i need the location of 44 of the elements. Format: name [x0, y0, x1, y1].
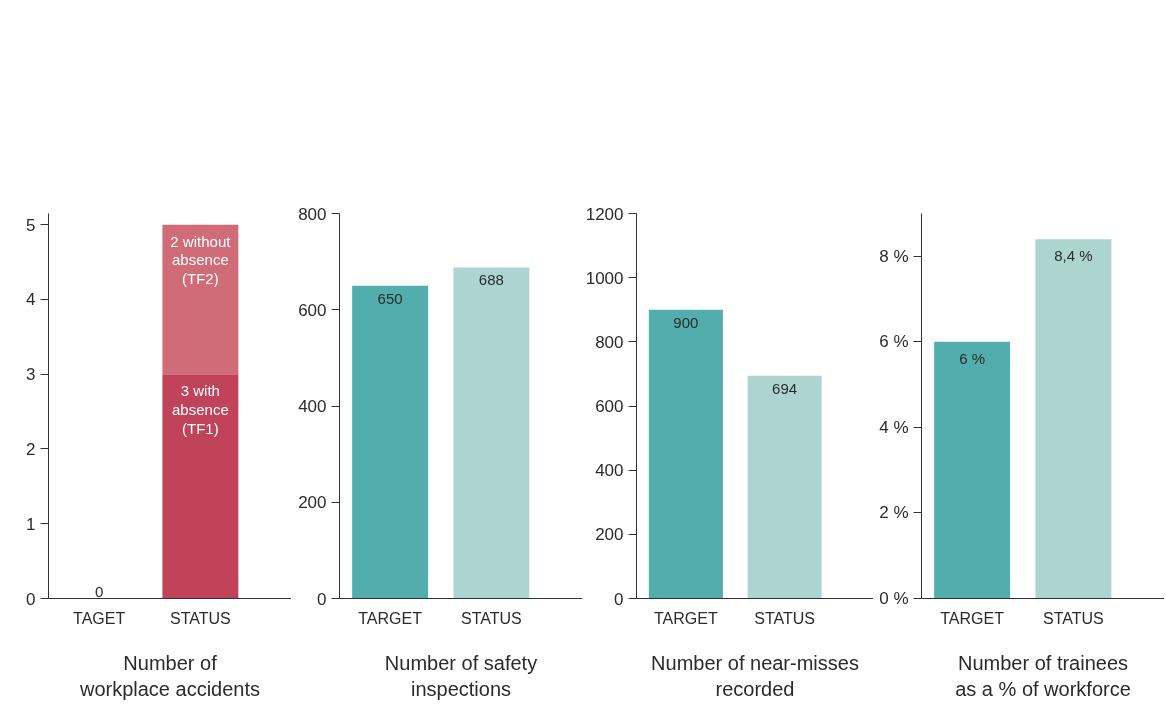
y-tick-label: 0: [317, 589, 327, 609]
x-axis-title: Number of near-misses recorded: [651, 651, 859, 700]
x-tick-label: STATUS: [1043, 609, 1104, 627]
y-tick-label: 0: [26, 589, 36, 609]
y-tick-label: 4: [26, 290, 36, 310]
y-tick-label: 0: [614, 589, 624, 609]
y-tick-label: 800: [595, 332, 624, 352]
y-tick-label: 8 %: [879, 246, 909, 266]
x-tick-label: STATUS: [461, 609, 522, 627]
x-tick-label: TARGET: [940, 609, 1005, 627]
y-tick-label: 5: [26, 215, 36, 235]
data-label: 694: [772, 379, 798, 397]
x-axis-title: Number of workplace accidents: [78, 651, 261, 700]
y-tick-label: 200: [595, 525, 624, 545]
x-tick-label: TAGET: [73, 609, 126, 627]
data-label: 900: [673, 313, 699, 331]
data-label: 6 %: [959, 349, 986, 367]
y-tick-label: 1: [26, 514, 36, 534]
x-tick-label: STATUS: [170, 609, 231, 627]
y-tick-label: 600: [595, 397, 624, 416]
y-tick-label: 1000: [585, 268, 624, 288]
x-tick-label: STATUS: [754, 609, 815, 627]
y-tick-label: 2 %: [879, 503, 909, 523]
data-label: 0: [94, 582, 104, 600]
data-label: 650: [377, 289, 403, 307]
y-tick-label: 600: [298, 300, 327, 320]
y-tick-label: 200: [298, 493, 327, 513]
y-tick-label: 2: [26, 439, 36, 459]
y-tick-label: 6 %: [879, 332, 909, 352]
data-label: 2 without absence (TF2): [170, 232, 232, 288]
x-tick-label: TARGET: [358, 609, 423, 627]
y-tick-label: 1200: [585, 204, 624, 224]
data-label: 688: [478, 271, 504, 289]
y-tick-label: 400: [298, 397, 327, 416]
y-tick-label: 0 %: [879, 589, 909, 608]
data-label: 8,4 %: [1054, 247, 1093, 265]
y-tick-label: 800: [298, 204, 327, 224]
y-tick-label: 4 %: [879, 417, 909, 437]
data-label: 3 with absence (TF1): [172, 382, 229, 437]
y-tick-label: 3: [26, 365, 36, 385]
x-axis-title: Number of trainees as a % of workforce: [955, 651, 1131, 700]
x-tick-label: TARGET: [654, 609, 718, 627]
y-tick-label: 400: [595, 461, 624, 481]
x-axis-title: Number of safety inspections: [384, 651, 538, 700]
